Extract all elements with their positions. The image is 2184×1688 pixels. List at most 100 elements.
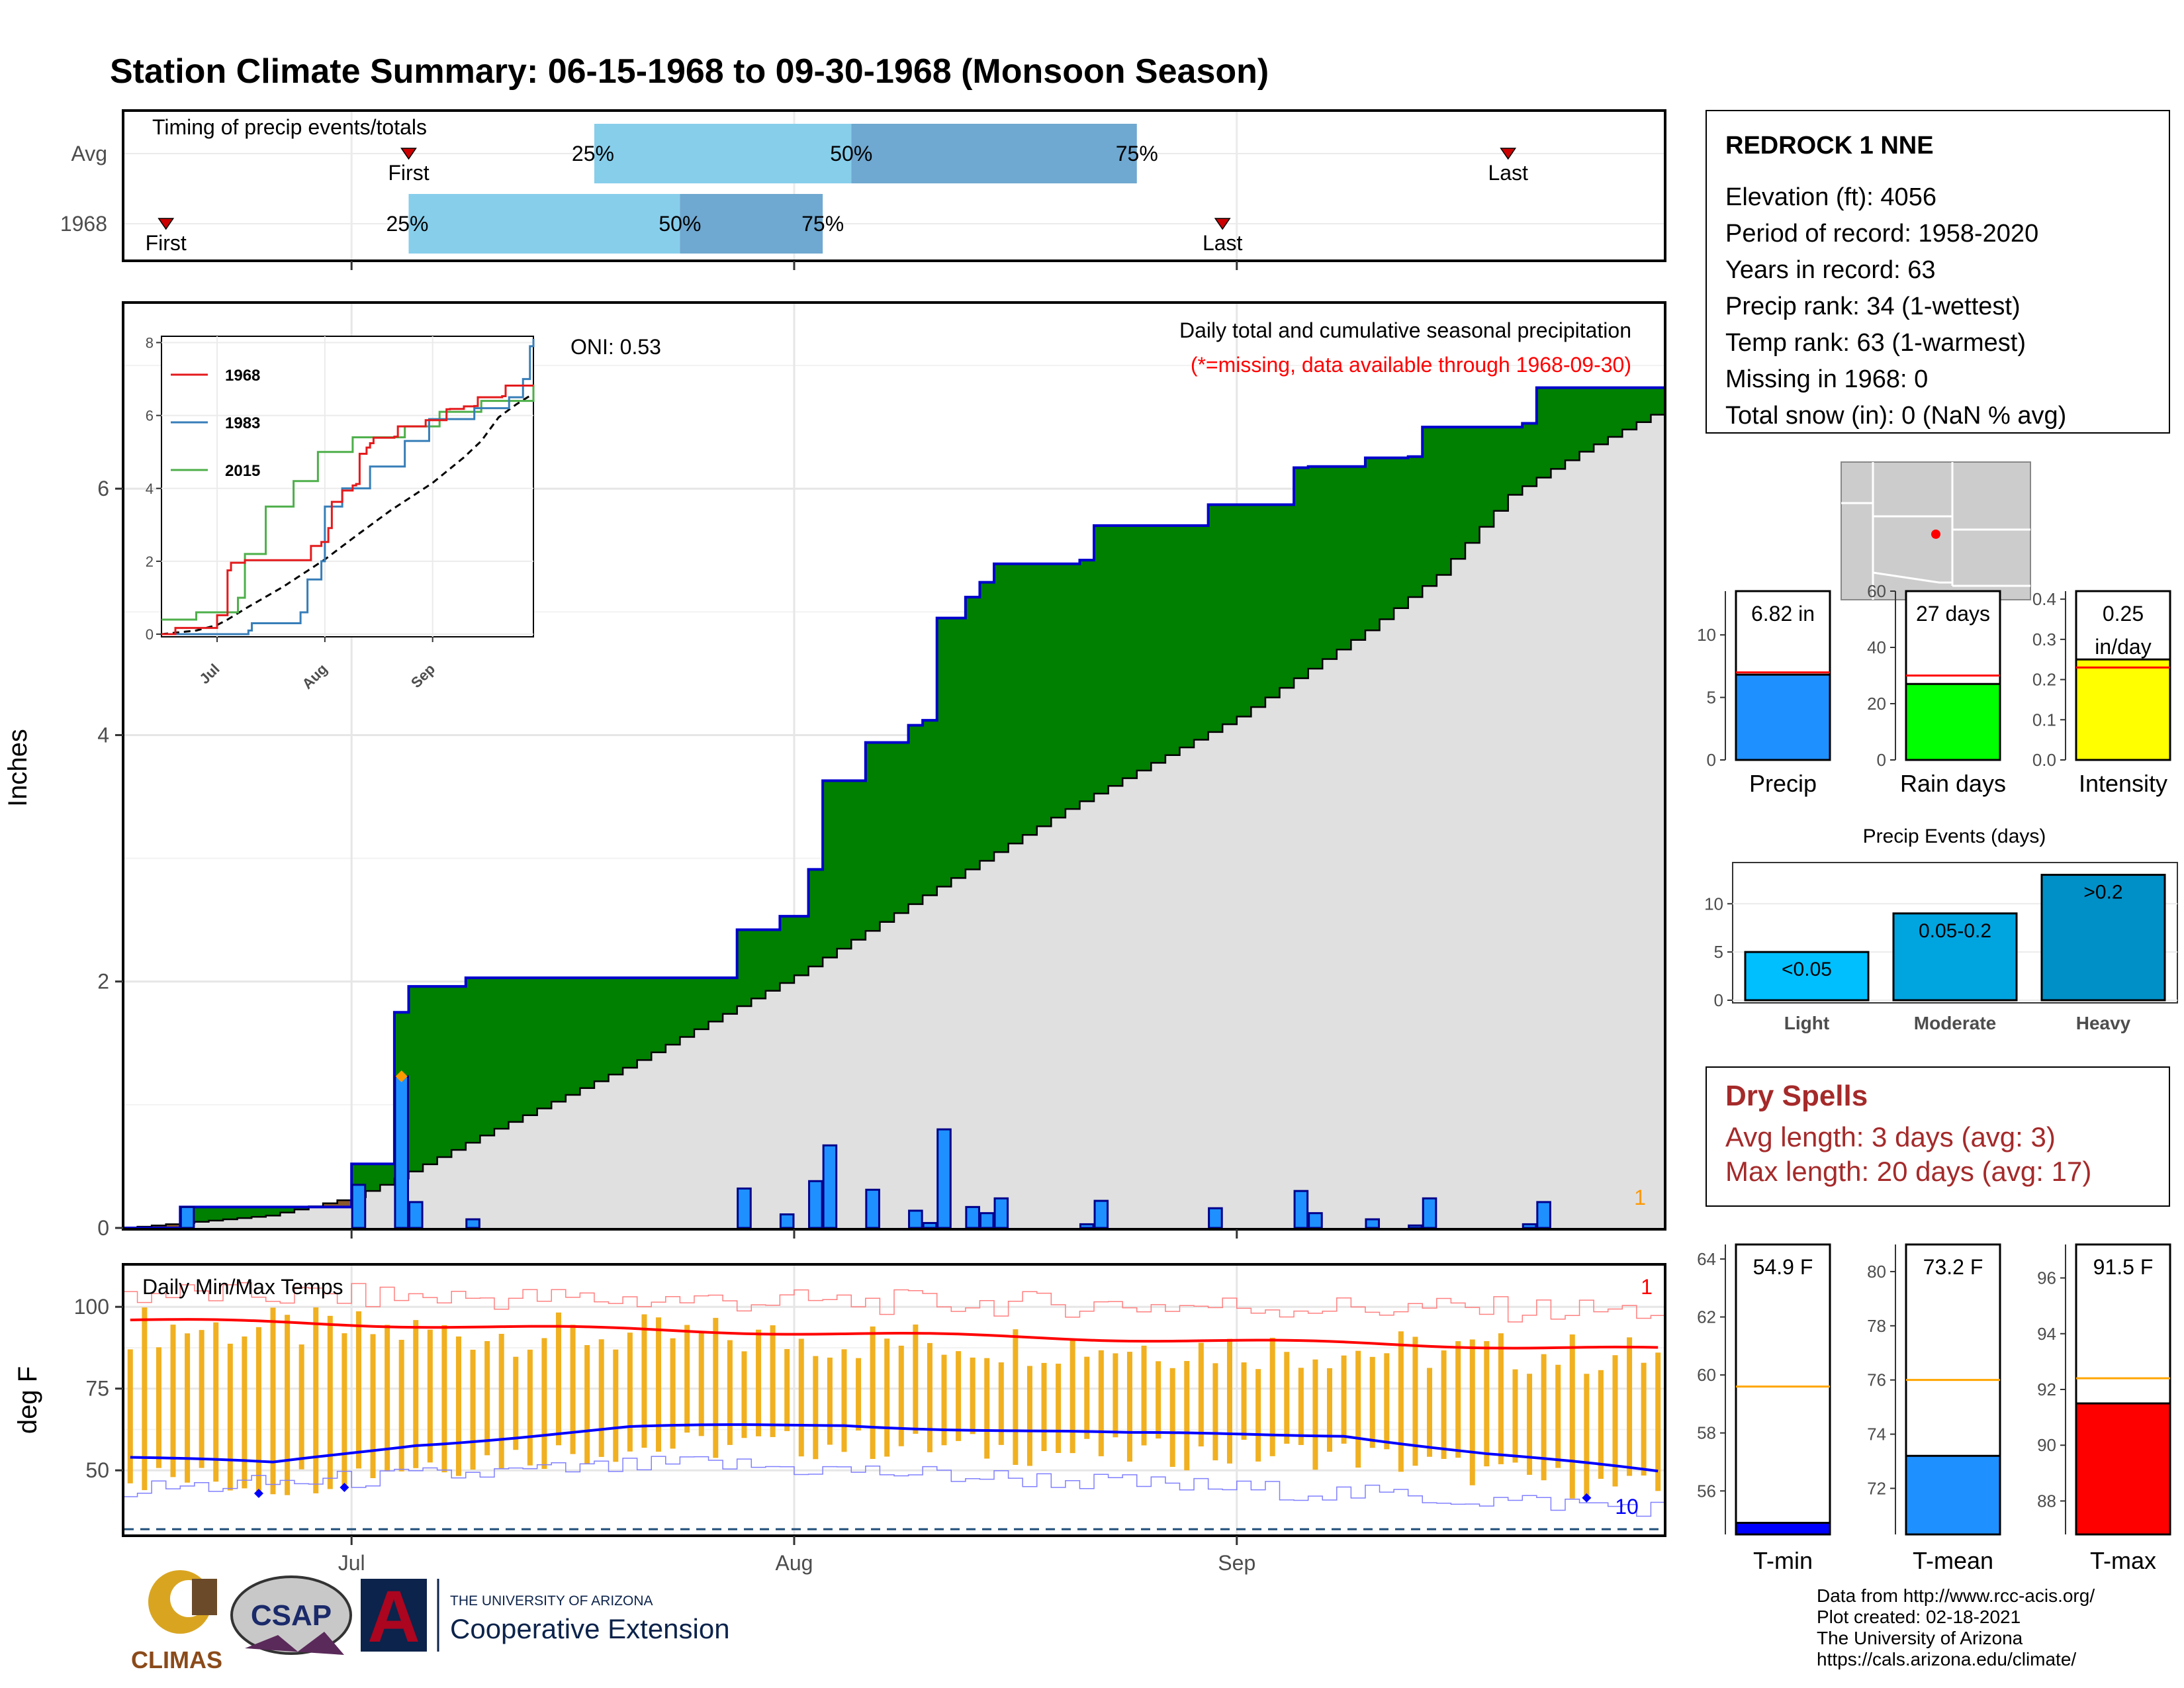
month-label: Aug <box>776 1551 813 1575</box>
summary-ytick-label: 0.2 <box>2032 670 2056 690</box>
temp-summary-ytick-label: 80 <box>1867 1262 1886 1282</box>
events-category-label: Moderate <box>1914 1013 1996 1033</box>
daily-temp-bar <box>427 1329 433 1463</box>
daily-precip-bar <box>993 1197 1009 1229</box>
daily-temp-bar <box>756 1329 762 1436</box>
daily-temp-bar <box>1569 1334 1575 1499</box>
daily-temp-bar <box>527 1349 533 1466</box>
temp-summary-ytick-label: 56 <box>1697 1481 1716 1501</box>
summary-bar-unit: in/day <box>2095 635 2151 659</box>
avg-tmin-line <box>130 1423 1659 1473</box>
temp-summary-ytick-label: 78 <box>1867 1316 1886 1336</box>
footer-line: Plot created: 02-18-2021 <box>1817 1607 2021 1627</box>
events-category-label: Heavy <box>2076 1013 2131 1033</box>
inset-ytick-label: 8 <box>146 335 154 352</box>
summary-bar-value: 6.82 in <box>1751 602 1815 626</box>
daily-temp-bar <box>142 1307 148 1491</box>
timing-q25-q50-bar <box>408 194 680 254</box>
daily-temp-bar <box>956 1351 962 1441</box>
locator-map <box>1841 461 2031 600</box>
inset-series-2015 <box>161 384 535 621</box>
daily-temp-bar <box>199 1330 205 1468</box>
inset-series-1968 <box>161 384 533 635</box>
daily-temp-bar <box>455 1336 461 1476</box>
daily-temp-bar <box>285 1315 291 1495</box>
precip-ylabel: Inches <box>3 729 32 807</box>
daily-temp-bar <box>313 1307 319 1493</box>
temperature-panel: 50 75 100 Daily Min/Max Temps deg F 1 10 <box>13 1263 1666 1537</box>
daily-temp-bar <box>1184 1361 1190 1471</box>
summary-ytick-label: 0.0 <box>2032 750 2056 770</box>
timing-first-label: First <box>146 231 187 255</box>
inset-ytick-label: 0 <box>146 626 154 643</box>
daily-temp-bar <box>856 1358 862 1431</box>
oni-label: ONI: 0.53 <box>570 335 661 359</box>
timing-q50-q75-bar <box>680 194 823 254</box>
daily-temp-bar <box>1113 1353 1118 1438</box>
daily-temp-bar <box>1013 1329 1019 1465</box>
daily-temp-bar <box>1026 1366 1032 1466</box>
timing-first-marker <box>400 148 417 160</box>
events-bar-2 <box>2040 874 2166 1002</box>
station-info-line: Total snow (in): 0 (NaN % avg) <box>1725 402 2066 430</box>
temp-summary-label: T-max <box>2090 1547 2156 1574</box>
temp-summary-frame <box>1735 1243 1831 1536</box>
footer-line: The University of Arizona <box>1817 1628 2023 1648</box>
daily-temp-bar <box>255 1327 261 1494</box>
daily-temp-bar <box>1341 1355 1347 1444</box>
summary-bar-label: Rain days <box>1900 770 2006 797</box>
events-bar-1 <box>1892 912 2018 1002</box>
record-low-marker <box>253 1489 263 1499</box>
daily-precip-bar <box>1536 1201 1551 1229</box>
month-label: Jul <box>338 1551 365 1575</box>
summary-ytick-label: 0.4 <box>2032 589 2056 609</box>
daily-temp-bar <box>627 1333 633 1452</box>
daily-temp-bar <box>1612 1355 1618 1487</box>
precip-ytick-label: 6 <box>97 477 109 500</box>
daily-temp-bar <box>1641 1362 1647 1476</box>
average-cumulative-area <box>123 414 1665 1228</box>
temp-summary-bar-0 <box>1735 1521 1831 1536</box>
temp-ytick-label: 75 <box>85 1377 109 1401</box>
ua-logo-letter: A <box>367 1576 420 1658</box>
summary-bar-label: Precip <box>1749 770 1817 797</box>
climas-logo-text: CLIMAS <box>131 1646 222 1673</box>
avg-tmax-line <box>130 1318 1659 1350</box>
footer-line: https://cals.arizona.edu/climate/ <box>1817 1649 2076 1669</box>
daily-temp-bar <box>684 1325 690 1433</box>
precip-frame <box>122 301 1666 1231</box>
daily-precip-bar <box>865 1188 880 1229</box>
temp-frame <box>122 1263 1666 1537</box>
daily-temp-bar <box>656 1317 662 1452</box>
daily-temp-bar <box>1098 1350 1104 1456</box>
daily-precip-bar <box>1422 1197 1437 1229</box>
daily-temp-bar <box>1655 1352 1661 1491</box>
daily-temp-bar <box>1198 1342 1204 1447</box>
station-name: REDROCK 1 NNE <box>1725 132 1934 160</box>
daily-precip-bar <box>1293 1190 1309 1229</box>
record-high-line <box>123 1282 1665 1323</box>
daily-temp-bar <box>998 1362 1004 1445</box>
temp-ytick-label: 50 <box>85 1458 109 1482</box>
dry-spells-title: Dry Spells <box>1725 1080 1868 1112</box>
summary-ytick-label: 0 <box>1877 750 1886 770</box>
daily-precip-bar <box>408 1201 424 1229</box>
daily-temp-bar <box>498 1333 504 1469</box>
timing-last-label: Last <box>1203 231 1243 255</box>
daily-temp-bar <box>1498 1333 1504 1464</box>
daily-temp-bar <box>341 1333 347 1488</box>
timing-q25-label: 25% <box>386 212 428 236</box>
timing-last-marker <box>1500 148 1517 160</box>
temperature-summary-bars: 54.9 F 56 58 60 62 64 T-min 73.2 F 72 74 76 78 80 T-m… <box>1697 1243 2171 1574</box>
daily-temp-bar <box>1598 1370 1604 1479</box>
temp-summary-ytick-label: 76 <box>1867 1370 1886 1390</box>
daily-temp-bar <box>170 1325 176 1477</box>
summary-bar-value: 27 days <box>1916 602 1990 626</box>
daily-temp-bar <box>1084 1356 1090 1439</box>
daily-temp-bar <box>355 1311 361 1469</box>
daily-temp-bar <box>784 1348 790 1431</box>
station-frame <box>1706 110 2170 434</box>
timing-first-label: First <box>388 161 429 185</box>
events-bar-label: <0.05 <box>1782 959 1832 980</box>
